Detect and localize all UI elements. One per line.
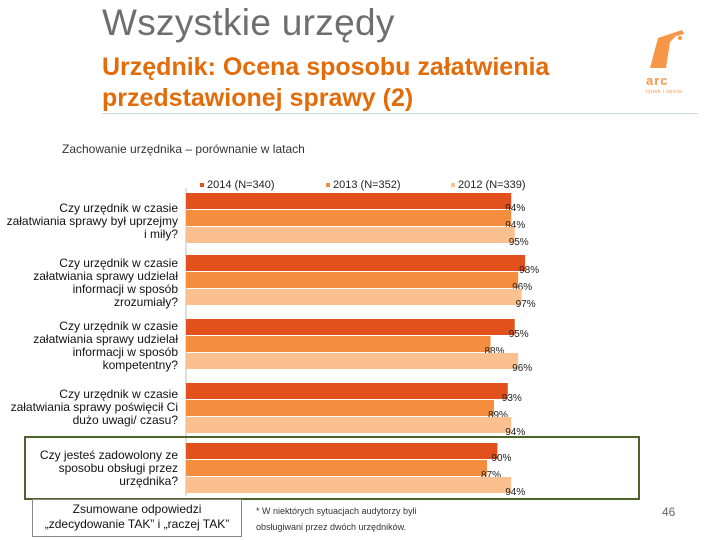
category-label-4: Czy urzędnik w czasie załatwiania sprawy… (10, 387, 178, 427)
data-label-2012-cat5: 94% (505, 487, 525, 498)
data-label-2013-cat3: 88% (484, 346, 504, 357)
legend-label-2014: 2014 (N=340) (207, 179, 275, 191)
category-label-1: Czy urzędnik w czasie załatwiania sprawy… (6, 201, 178, 241)
bar-2012-cat3 (186, 353, 519, 369)
bar-2012-cat4 (186, 417, 512, 433)
legend-item-2013: 2013 (N=352) (326, 179, 401, 191)
data-label-2012-cat4: 94% (505, 427, 525, 438)
page-subtitle: Urzędnik: Ocena sposobu załatwienia prze… (102, 53, 550, 112)
legend-item-2012: 2012 (N=339) (451, 179, 526, 191)
footnote: * W niektórych sytuacjach audytorzy byli… (256, 506, 417, 532)
data-label-2013-cat4: 89% (488, 410, 508, 421)
data-label-2012-cat3: 96% (512, 363, 532, 374)
bar-2014-cat3 (186, 319, 515, 335)
legend-label-2013: 2013 (N=352) (333, 179, 401, 191)
data-label-2013-cat1: 94% (505, 220, 525, 231)
data-label-2012-cat2: 97% (516, 299, 536, 310)
data-label-2014-cat5: 90% (491, 453, 511, 464)
category-label-3: Czy urzędnik w czasie załatwiania sprawy… (33, 319, 178, 372)
page-title: Wszystkie urzędy (102, 2, 395, 43)
arc-logo-icon (650, 30, 684, 68)
bar-2012-cat1 (186, 227, 515, 243)
header-divider (102, 113, 698, 114)
bar-2013-cat4 (186, 400, 494, 416)
logo-subtext: rynek i opinia (646, 89, 683, 95)
legend-label-2012: 2012 (N=339) (458, 179, 526, 191)
data-label-2014-cat2: 98% (519, 265, 539, 276)
bar-2013-cat1 (186, 210, 512, 226)
bar-2014-cat5 (186, 443, 498, 459)
chart-title: Zachowanie urzędnika – porównanie w lata… (62, 142, 305, 156)
data-label-2014-cat1: 94% (505, 203, 525, 214)
bar-2013-cat5 (186, 460, 488, 476)
logo-text: arc (646, 73, 669, 88)
bar-2014-cat2 (186, 255, 526, 271)
data-label-2014-cat3: 95% (509, 329, 529, 340)
bar-2013-cat2 (186, 272, 519, 288)
legend-swatch-2014 (200, 183, 204, 188)
bar-2014-cat1 (186, 193, 512, 209)
page-number: 46 (662, 505, 676, 519)
category-label-2: Czy urzędnik w czasie załatwiania sprawy… (33, 256, 178, 309)
highlight-box (24, 436, 640, 500)
legend-item-2014: 2014 (N=340) (200, 179, 275, 191)
legend-swatch-2012 (451, 183, 455, 188)
bar-2013-cat3 (186, 336, 491, 352)
data-label-2013-cat5: 87% (481, 470, 501, 481)
data-label-2014-cat4: 93% (502, 393, 522, 404)
data-label-2013-cat2: 96% (512, 282, 532, 293)
bar-2014-cat4 (186, 383, 508, 399)
category-label-5: Czy jesteś zadowolony ze sposobu obsługi… (39, 448, 178, 488)
note-box: Zsumowane odpowiedzi „zdecydowanie TAK” … (32, 499, 242, 537)
data-label-2012-cat1: 95% (509, 237, 529, 248)
bar-2012-cat2 (186, 289, 522, 305)
bar-2012-cat5 (186, 477, 512, 493)
legend-swatch-2013 (326, 183, 330, 188)
